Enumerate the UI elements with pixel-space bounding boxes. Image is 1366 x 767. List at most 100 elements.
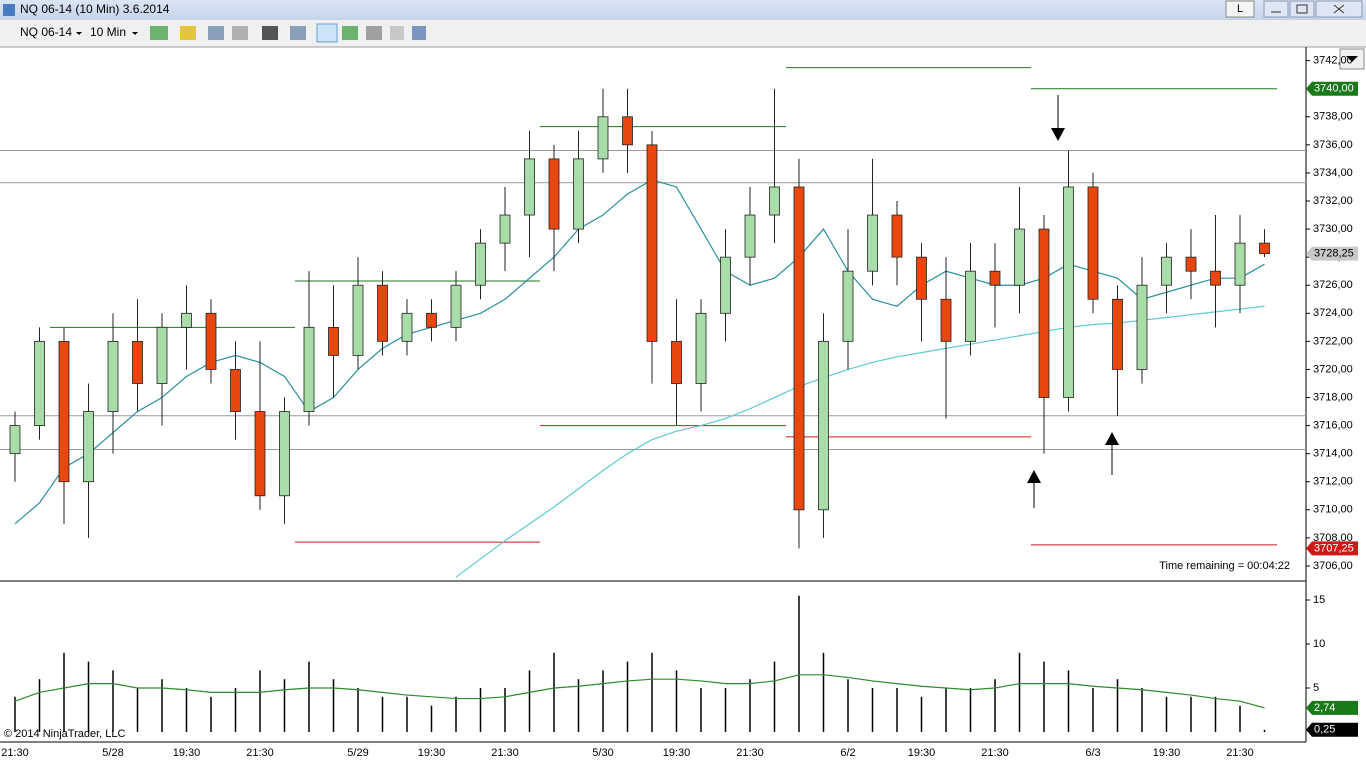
y-tick-label: 3720,00 [1313,363,1353,375]
candle-body [328,326,339,356]
moving-average [14,179,1265,525]
candle-body [916,256,927,300]
properties-icon[interactable] [390,26,404,40]
zoom-icon[interactable] [290,26,306,40]
link-button-label: L [1237,3,1243,15]
toolbar [0,20,1366,46]
toolbar-icons[interactable] [150,23,426,43]
maximize-button[interactable] [1289,0,1315,18]
candle-body [181,312,192,328]
candle-body [1063,186,1074,398]
x-tick-label: 19:30 [908,747,936,759]
x-tick-label: 19:30 [663,747,691,759]
crosshair-icon[interactable] [262,26,278,40]
x-tick-label: 19:30 [173,747,201,759]
candle-body [646,144,658,342]
y-tick-label: 3712,00 [1313,476,1353,488]
app-icon [3,4,15,16]
indicator-icon[interactable] [208,26,224,40]
candle-body [597,116,609,160]
x-tick-label: 19:30 [1153,747,1181,759]
candle-body [1014,228,1025,286]
candle-body [769,186,780,216]
candle-body [450,284,462,328]
scale-button-arrow [1346,56,1358,62]
candle-body [867,214,878,272]
arrow-head [1051,128,1065,141]
candle-body [9,425,21,455]
price-marker [1306,246,1358,261]
y-tick-label: 3714,00 [1313,448,1353,460]
candle-body [303,326,315,412]
candle-body [524,158,535,216]
copyright: © 2014 NinjaTrader, LLC [4,728,125,740]
annotation-arrows [1027,95,1119,508]
candle-body [279,411,290,497]
candle-body [622,116,633,146]
price-marker-label: 0,25 [1314,724,1335,736]
y-tick-label: 3718,00 [1313,391,1353,403]
price-marker [1306,81,1358,96]
candle-body [548,158,560,230]
dropdown-arrow [76,32,82,35]
arrow-head [1027,470,1041,483]
x-tick-label: 19:30 [418,747,446,759]
candle-body [230,369,241,412]
candle-body [34,340,45,426]
x-tick-label: 5/28 [102,747,123,759]
candle-body [377,284,388,342]
interval-selector[interactable]: 10 Min [90,25,126,39]
instrument-selector[interactable]: NQ 06-14 [20,25,72,39]
y-tick-label: 10 [1313,638,1325,650]
x-tick-label: 21:30 [736,747,764,759]
candle-body [1161,256,1172,286]
arrow-head [1105,432,1119,445]
candle-body [426,312,437,328]
candle-body [720,256,731,314]
price-marker-label: 3707,25 [1314,542,1354,554]
candle-body [83,411,94,483]
candle-body [107,340,119,412]
y-tick-label: 3726,00 [1313,279,1353,291]
candle-body [842,270,854,342]
moving-average [455,305,1265,578]
x-tick-label: 6/2 [840,747,855,759]
minimize-button[interactable] [1263,0,1289,18]
candle-body [1038,228,1050,398]
candle-body [744,214,756,258]
y-tick-label: 3738,00 [1313,111,1353,123]
x-tick-label: 5/29 [347,747,368,759]
y-tick-label: 5 [1313,682,1319,694]
candle-body [132,340,143,384]
x-tick-label: 5/30 [592,747,613,759]
price-marker [1306,722,1358,737]
chart-style-icon[interactable] [150,26,168,40]
candle-body [965,270,976,342]
y-tick-label: 3742,00 [1313,55,1353,67]
x-tick-label: 21:30 [1,747,29,759]
y-tick-label: 3722,00 [1313,335,1353,347]
x-tick-label: 21:30 [981,747,1009,759]
panels-icon[interactable] [366,26,382,40]
candle-body [1234,242,1246,286]
candle-body [254,411,266,497]
candle-body [475,242,486,286]
draw-icon[interactable] [180,26,196,40]
candle-body [1185,256,1197,272]
y-tick-label: 3716,00 [1313,419,1353,431]
candle-body [671,340,682,384]
templates-icon[interactable] [412,26,426,40]
y-tick-label: 3710,00 [1313,504,1353,516]
link-button[interactable] [1225,0,1255,18]
y-tick-label: 15 [1313,594,1325,606]
price-marker-label: 2,74 [1314,702,1335,714]
strategy-icon[interactable] [232,26,248,40]
y-tick-label: 3734,00 [1313,167,1353,179]
y-tick-label: 3724,00 [1313,307,1353,319]
data-box-icon[interactable] [342,26,358,40]
candle-body [891,214,903,258]
bar-icon[interactable] [316,23,338,43]
dropdown-arrow [132,32,138,35]
window-title: NQ 06-14 (10 Min) 3.6.2014 [20,2,170,16]
